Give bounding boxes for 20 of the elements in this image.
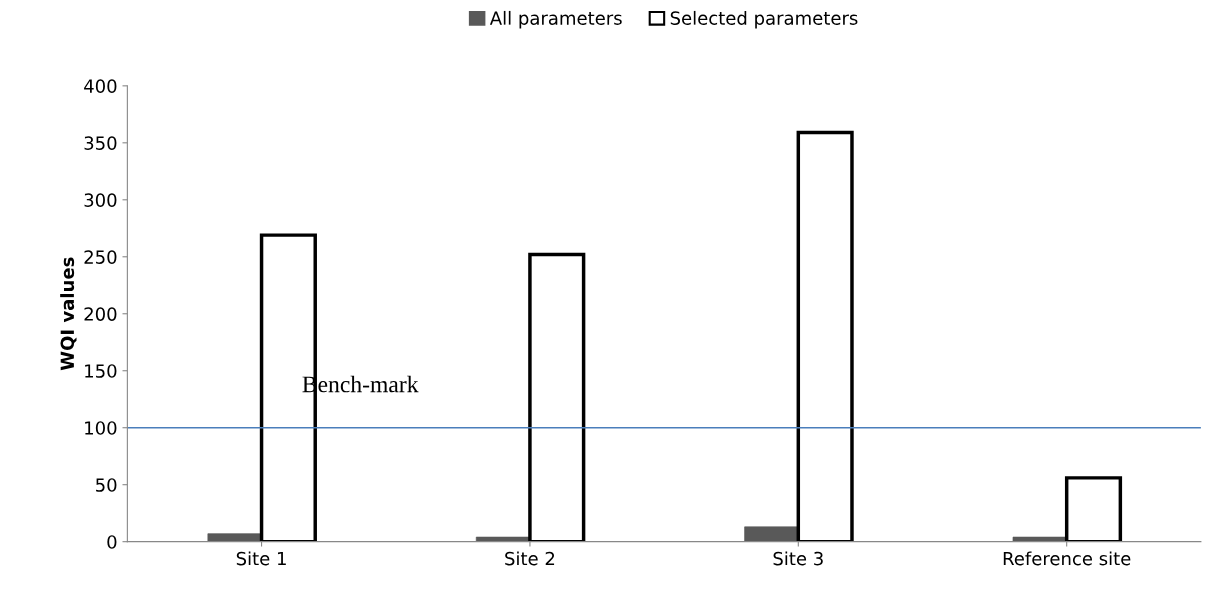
y-tick-label: 350 (84, 136, 117, 150)
y-tick-label: 250 (84, 250, 117, 264)
x-tick-label: Site 3 (773, 551, 823, 566)
y-tick-label: 400 (84, 79, 117, 93)
legend-label: Selected parameters (670, 10, 858, 29)
y-tick-label: 200 (84, 307, 117, 321)
y-tick-label: 300 (84, 193, 117, 207)
x-tick-label: Site 2 (505, 551, 555, 566)
y-tick-label: 50 (96, 478, 117, 492)
legend-label: All parameters (489, 10, 622, 29)
y-tick-label: 0 (107, 535, 117, 549)
y-tick-label: 100 (85, 421, 117, 435)
x-tick-label: Reference site (1003, 551, 1131, 566)
y-tick-label: 150 (85, 364, 117, 378)
y-axis-title: WQI values (60, 257, 77, 371)
bar (744, 526, 799, 542)
bar (475, 536, 531, 542)
x-tick-label: Site 1 (236, 551, 286, 566)
bar (1012, 536, 1068, 542)
bar (207, 533, 262, 542)
